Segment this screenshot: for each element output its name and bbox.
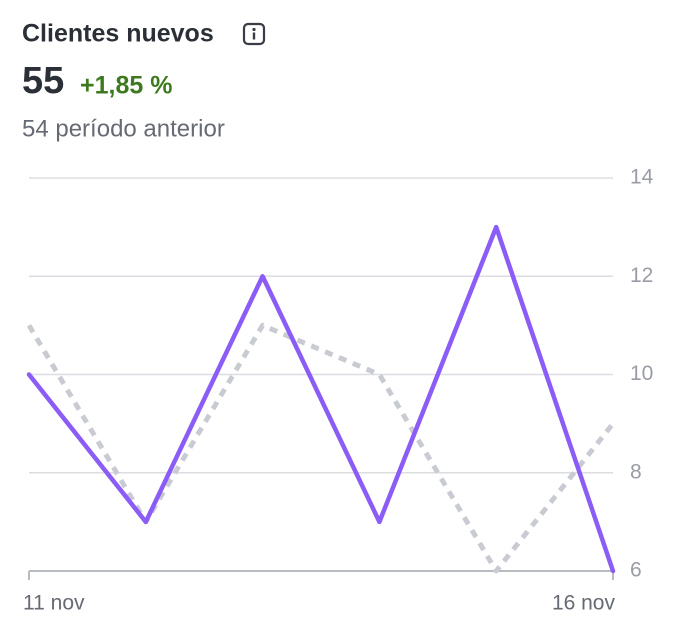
y-tick-label: 6 [630, 559, 642, 582]
x-tick-label: 16 nov [552, 592, 616, 615]
metric-change: +1,85 % [80, 72, 172, 100]
widget-title: Clientes nuevos [22, 20, 214, 48]
previous-period-line [26, 322, 615, 574]
info-icon[interactable] [242, 22, 266, 46]
y-tick-label: 8 [630, 460, 642, 483]
current-period-line [26, 224, 616, 574]
y-tick-label: 10 [630, 362, 653, 385]
metric-value: 55 [22, 60, 64, 102]
y-tick-label: 14 [630, 166, 654, 189]
y-tick-label: 12 [630, 264, 653, 287]
x-tick-label: 11 nov [23, 592, 85, 615]
comparison-text: 54 período anterior [22, 115, 225, 142]
